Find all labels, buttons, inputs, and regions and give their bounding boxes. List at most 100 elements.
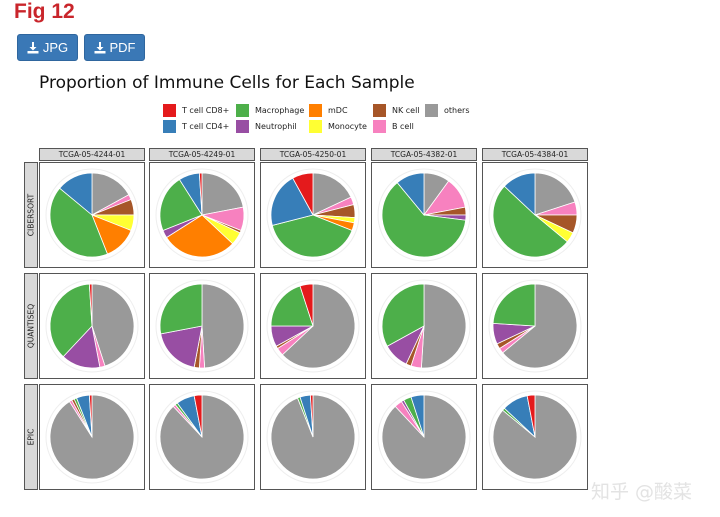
pie-panel	[371, 162, 477, 268]
facet-column-header: TCGA-05-4249-01	[149, 148, 255, 161]
legend-swatch	[163, 103, 176, 117]
pie-slice-others	[91, 283, 135, 367]
legend-label: NK cell	[392, 105, 420, 115]
pie-outer-ring	[377, 279, 471, 373]
pie-chart	[266, 390, 360, 484]
pie-outer-ring	[45, 279, 139, 373]
legend-item-nk-cell: NK cell	[373, 103, 420, 117]
chart-title: Proportion of Immune Cells for Each Samp…	[39, 73, 415, 93]
pie-slice-macrophage	[381, 283, 425, 347]
pie-panel	[149, 162, 255, 268]
facet-column-header: TCGA-05-4382-01	[371, 148, 477, 161]
legend-label: Macrophage	[255, 105, 305, 115]
pie-slice-t-cell-cd8	[299, 283, 314, 327]
pie-panel	[260, 162, 366, 268]
pie-slice-t-cell-cd8	[193, 394, 203, 438]
pie-slice-t-cell-cd4	[59, 172, 93, 216]
pie-chart	[377, 168, 471, 262]
pie-outer-ring	[266, 168, 360, 262]
pie-panel	[39, 162, 145, 268]
pie-slice-macrophage	[270, 285, 314, 327]
figure-label: Fig 12	[14, 0, 75, 23]
pie-chart	[155, 279, 249, 373]
facet-row-header: CIBERSORT	[24, 162, 38, 268]
legend-label: others	[444, 105, 470, 115]
legend-item-neutrophil: Neutrophil	[236, 119, 297, 133]
pie-outer-ring	[45, 390, 139, 484]
download-pdf-button[interactable]: PDF	[84, 34, 145, 61]
pie-slice-t-cell-cd4	[270, 177, 314, 226]
legend-swatch	[373, 119, 386, 133]
pie-outer-ring	[45, 168, 139, 262]
facet-column-header: TCGA-05-4250-01	[260, 148, 366, 161]
pie-panel	[39, 273, 145, 379]
facet-row-header: QUANTISEQ	[24, 273, 38, 379]
facet-row-label: CIBERSORT	[26, 193, 36, 237]
pie-panel	[149, 273, 255, 379]
pie-panel	[260, 384, 366, 490]
pie-chart	[155, 390, 249, 484]
legend-item-macrophage: Macrophage	[236, 103, 304, 117]
pie-slice-t-cell-cd8	[88, 394, 93, 438]
pie-slice-others	[281, 283, 356, 369]
pie-outer-ring	[377, 390, 471, 484]
facet-row-label: QUANTISEQ	[26, 303, 36, 349]
pie-panel	[371, 273, 477, 379]
pie-outer-ring	[488, 390, 582, 484]
legend-item-others: others	[425, 103, 469, 117]
download-icon	[27, 41, 39, 53]
pie-slice-others	[312, 172, 352, 216]
pie-slice-others	[91, 172, 130, 216]
legend-label: T cell CD8+	[182, 105, 230, 115]
pie-slice-t-cell-cd4	[396, 172, 425, 217]
watermark: 知乎 @酸菜	[591, 481, 693, 503]
legend-label: mDC	[328, 105, 348, 115]
download-jpg-label: JPG	[42, 40, 69, 55]
pie-slice-t-cell-cd8	[309, 394, 314, 438]
pie-slice-others	[420, 283, 467, 369]
pie-slice-others	[201, 172, 244, 216]
pie-slice-others	[201, 283, 245, 369]
pie-panel	[149, 384, 255, 490]
pie-panel	[482, 384, 588, 490]
pie-slice-macrophage	[49, 187, 108, 258]
pie-slice-macrophage	[381, 182, 467, 258]
pie-slice-macrophage	[492, 283, 536, 327]
legend-item-b-cell: B cell	[373, 119, 414, 133]
pie-outer-ring	[266, 279, 360, 373]
pie-slice-others	[534, 172, 576, 216]
facet-column-header: TCGA-05-4384-01	[482, 148, 588, 161]
pie-outer-ring	[155, 390, 249, 484]
legend-swatch	[309, 103, 322, 117]
download-jpg-button[interactable]: JPG	[17, 34, 78, 61]
legend-label: Neutrophil	[255, 121, 297, 131]
facet-column-header: TCGA-05-4244-01	[39, 148, 145, 161]
pie-slice-neutrophil	[160, 325, 203, 368]
pie-outer-ring	[266, 390, 360, 484]
legend-item-mdc: mDC	[309, 103, 348, 117]
pie-slice-t-cell-cd4	[410, 394, 425, 438]
pie-slice-macrophage	[271, 214, 353, 258]
facet-row-header: EPIC	[24, 384, 38, 490]
pie-panel	[371, 384, 477, 490]
download-pdf-label: PDF	[109, 40, 136, 55]
pie-chart	[488, 390, 582, 484]
pie-chart	[377, 390, 471, 484]
pie-chart	[45, 390, 139, 484]
legend-swatch	[425, 103, 438, 117]
pie-outer-ring	[377, 168, 471, 262]
pie-chart	[377, 279, 471, 373]
legend-item-t-cell-cd8: T cell CD8+	[163, 103, 229, 117]
pie-chart	[266, 168, 360, 262]
legend-item-monocyte: Monocyte	[309, 119, 367, 133]
pie-slice-others	[502, 283, 578, 369]
pie-chart	[488, 279, 582, 373]
legend-swatch	[373, 103, 386, 117]
pie-slice-macrophage	[159, 283, 203, 335]
pie-chart	[266, 279, 360, 373]
pie-slice-t-cell-cd8	[88, 283, 93, 327]
download-icon	[94, 41, 105, 53]
facet-row-label: EPIC	[26, 428, 36, 446]
pie-slice-t-cell-cd4	[503, 172, 536, 216]
pie-panel	[39, 384, 145, 490]
